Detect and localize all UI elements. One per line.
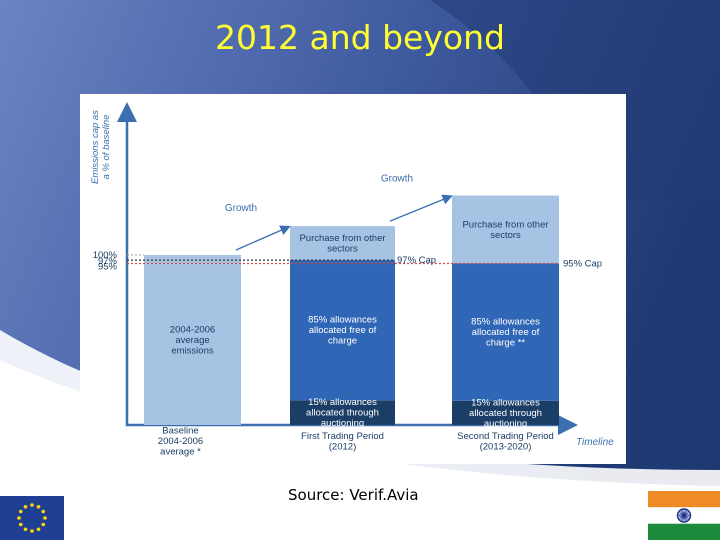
bar-segment: [144, 255, 241, 425]
bar-segment: [452, 195, 559, 264]
bar-segment: [290, 226, 395, 261]
x-tick-label: Second Trading Period (2013-2020): [457, 431, 554, 453]
growth-label: Growth: [225, 203, 257, 214]
india-flag-icon: [648, 491, 720, 540]
cap-line-label: 97% Cap: [397, 255, 436, 266]
bar-segment-label: Purchase from other sectors: [462, 219, 548, 241]
y-tick-label: 97%: [98, 256, 118, 267]
x-tick-label: First Trading Period (2012): [301, 431, 384, 453]
emissions-chart: 2004-2006 average emissions Baseline 2004-20…: [90, 102, 614, 458]
bar-segment: [452, 400, 559, 425]
bar-segment-label: 85% allowances allocated free of charge: [308, 315, 377, 347]
slide-title: 2012 and beyond: [215, 18, 505, 57]
y-tick-label: 100%: [93, 250, 118, 261]
growth-label: Growth: [381, 173, 413, 184]
source-caption: Source: Verif.Avia: [288, 486, 419, 504]
x-axis-label: Timeline: [576, 437, 614, 448]
chart-figure: 2004-2006 average emissions Baseline 2004-20…: [80, 94, 626, 464]
y-axis-label: Emissions cap asa % of baseline: [90, 110, 112, 184]
growth-arrow: [235, 225, 291, 251]
bar-segment: [452, 263, 559, 401]
growth-arrow: [389, 194, 453, 222]
eu-flag-icon: [0, 496, 64, 540]
bar-segment: [290, 260, 395, 401]
bar-segment-label: 15% allowances allocated through auctionin…: [469, 397, 542, 429]
bar-segment-label: 85% allowances allocated free of charge **: [471, 317, 540, 349]
bar-segment-label: Purchase from other sectors: [299, 233, 385, 255]
bar-segment: [290, 400, 395, 425]
y-tick-label: 95%: [98, 262, 118, 273]
x-tick-label: Baseline 2004-2006 average *: [158, 426, 203, 458]
bar-segment-label: 2004-2006 average emissions: [170, 325, 215, 357]
cap-line-label: 95% Cap: [563, 259, 602, 270]
bar-segment-label: 15% allowances allocated through auctionin…: [306, 397, 379, 429]
